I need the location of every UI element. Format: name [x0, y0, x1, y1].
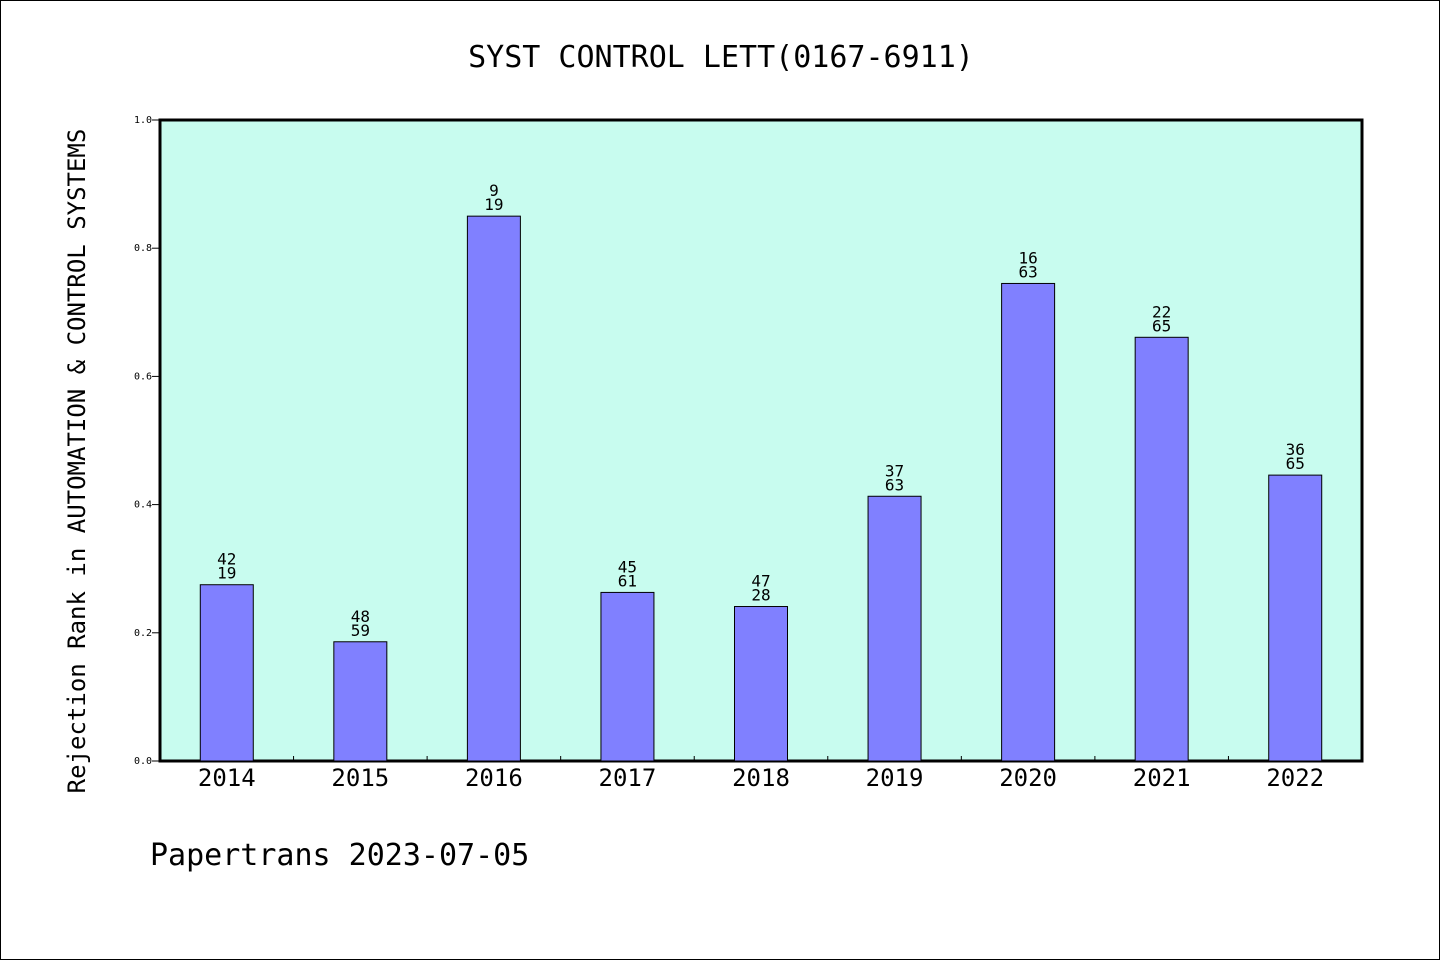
bar-2018: [734, 606, 788, 762]
bar-2020: [1001, 282, 1056, 762]
y-tick-label: 1.0: [134, 115, 152, 126]
x-tick-label: 2018: [732, 764, 790, 792]
data-label-bottom: 61: [618, 571, 637, 590]
x-tick-label: 2022: [1266, 764, 1324, 792]
data-label-top: 37: [885, 461, 904, 480]
x-tick-label: 2016: [465, 764, 523, 792]
bar-2014: [199, 584, 254, 762]
bar-2021: [1134, 336, 1189, 762]
data-label-bottom: 65: [1152, 316, 1171, 335]
x-tick-label: 2017: [599, 764, 657, 792]
data-label-bottom: 63: [1018, 262, 1037, 281]
x-tick-label: 2020: [999, 764, 1057, 792]
data-label-top: 36: [1286, 440, 1305, 459]
x-tick-label: 2015: [331, 764, 389, 792]
data-label-bottom: 19: [217, 564, 236, 583]
bar-2022: [1268, 474, 1323, 762]
x-tick-label: 2019: [866, 764, 924, 792]
bar-2019: [867, 495, 922, 762]
chart-title: SYST CONTROL LETT(0167-6911): [468, 40, 974, 75]
data-label-top: 9: [489, 181, 499, 200]
bar-2016: [466, 215, 521, 762]
y-tick-label: 0.6: [134, 371, 152, 382]
y-tick-label: 0.0: [134, 756, 152, 767]
data-label-bottom: 28: [751, 586, 770, 605]
data-label-top: 16: [1018, 248, 1037, 267]
bar-2015: [333, 641, 388, 762]
data-label-top: 47: [751, 572, 770, 591]
y-tick-label: 0.2: [134, 628, 152, 639]
bars-group: [199, 215, 1323, 762]
data-label-bottom: 19: [484, 195, 503, 214]
x-axis: 2014 2015 2016 2017 2018 2019 2020 2021 2022: [198, 756, 1324, 792]
data-label-bottom: 65: [1286, 454, 1305, 473]
x-tick-label: 2021: [1133, 764, 1191, 792]
data-label-top: 48: [351, 607, 370, 626]
y-axis: 0.0 0.2 0.4 0.6 0.8 1.0: [134, 115, 160, 767]
data-label-top: 45: [618, 557, 637, 576]
x-tick-label: 2014: [198, 764, 256, 792]
footer-text: Papertrans 2023-07-05: [150, 838, 529, 873]
bar-2017: [600, 591, 655, 762]
y-tick-label: 0.4: [134, 500, 152, 511]
data-label-top: 42: [217, 550, 236, 569]
data-label-top: 22: [1152, 302, 1171, 321]
y-tick-label: 0.8: [134, 243, 152, 254]
data-label-bottom: 59: [351, 621, 370, 640]
y-axis-label: Rejection Rank in AUTOMATION & CONTROL S…: [63, 129, 91, 794]
data-label-bottom: 63: [885, 475, 904, 494]
